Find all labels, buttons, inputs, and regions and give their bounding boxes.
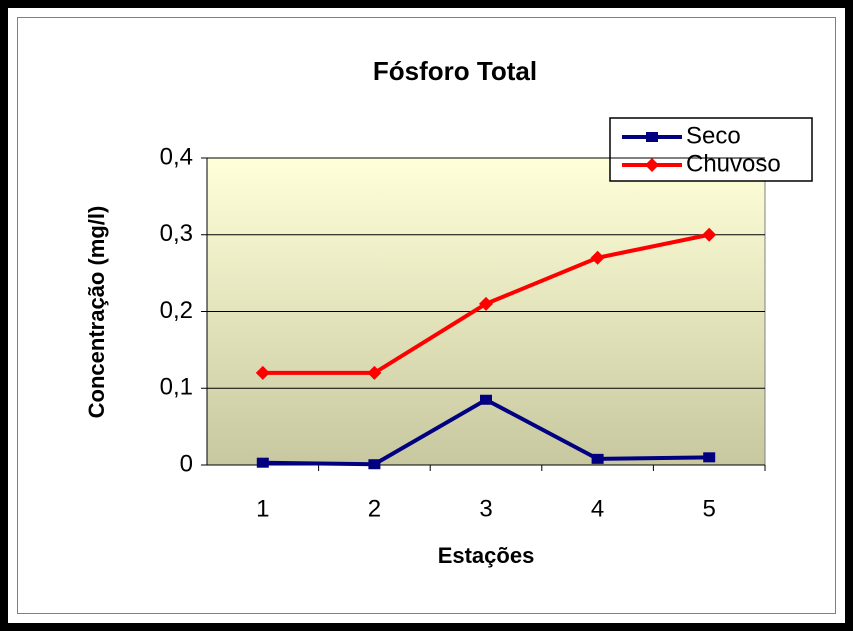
- y-tick-label: 0,3: [160, 220, 193, 247]
- point: [256, 457, 269, 468]
- y-tick-label: 0,4: [160, 143, 193, 170]
- point: [645, 158, 659, 172]
- point: [590, 250, 605, 265]
- point: [591, 453, 604, 464]
- legend: [609, 117, 813, 182]
- point: [480, 394, 492, 405]
- point: [646, 132, 658, 142]
- chart-border: [17, 17, 836, 614]
- point: [255, 365, 270, 380]
- x-axis-label: Estações: [438, 543, 535, 568]
- y-tick-label: 0,1: [160, 374, 193, 401]
- x-tick-label: 1: [256, 495, 269, 522]
- x-tick-label: 3: [479, 495, 492, 522]
- legend-label: Chuvoso: [686, 150, 781, 177]
- point: [703, 452, 716, 463]
- y-tick-label: 0: [180, 450, 193, 477]
- legend-label: Seco: [686, 122, 741, 149]
- y-axis-label: Concentração (mg/l): [84, 206, 109, 419]
- point: [368, 459, 381, 470]
- x-tick-label: 4: [591, 495, 604, 522]
- point: [702, 227, 717, 242]
- chart-title: Fósforo Total: [373, 56, 537, 86]
- x-tick-label: 2: [368, 495, 381, 522]
- y-tick-label: 0,2: [160, 297, 193, 324]
- point: [479, 296, 493, 311]
- point: [367, 365, 382, 380]
- x-tick-label: 5: [703, 495, 716, 522]
